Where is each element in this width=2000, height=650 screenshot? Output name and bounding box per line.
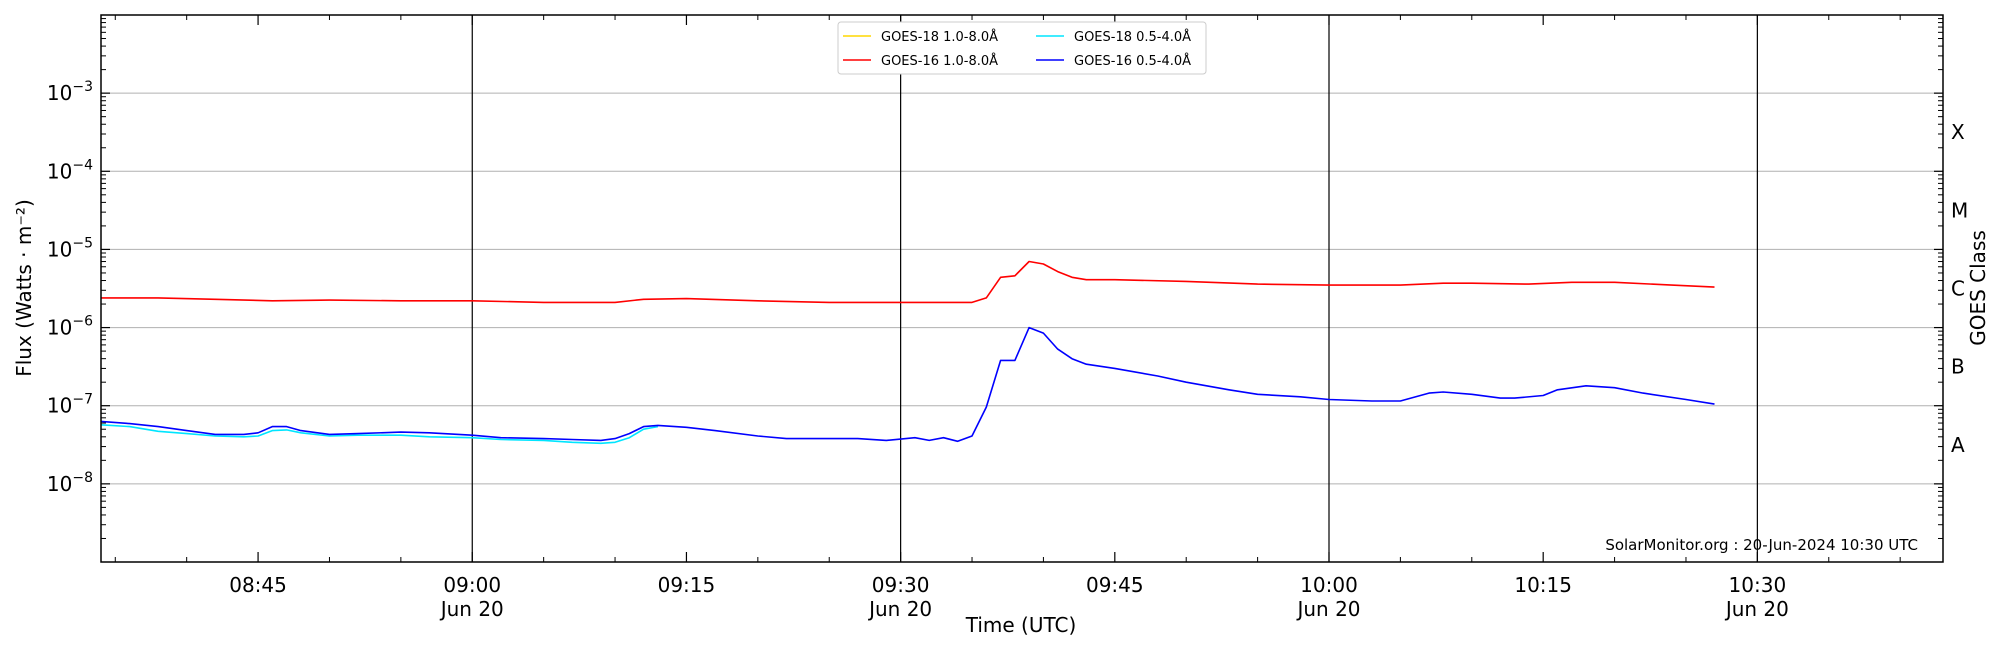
goes-class-a: A xyxy=(1951,433,1965,457)
x-tick-sublabel: Jun 20 xyxy=(1724,597,1789,621)
minor-ticks xyxy=(101,15,1943,562)
legend-label-goes18-short: GOES-18 0.5-4.0Å xyxy=(1074,29,1191,45)
legend-label-goes16-long: GOES-16 1.0-8.0Å xyxy=(881,53,998,69)
y-tick-label: 10−8 xyxy=(47,470,93,496)
goes-class-b: B xyxy=(1951,355,1965,379)
series-line-goes16-short xyxy=(100,326,1715,443)
series-lines xyxy=(100,260,1715,445)
legend-box xyxy=(837,21,1207,75)
x-tick-label: 09:15 xyxy=(658,573,716,597)
goes-class-c: C xyxy=(1951,277,1965,301)
x-axis-title: Time (UTC) xyxy=(965,613,1077,637)
x-tick-label: 09:45 xyxy=(1086,573,1144,597)
series-line-goes18-short xyxy=(100,424,659,445)
y-tick-label: 10−5 xyxy=(47,235,93,261)
y-tick-label: 10−3 xyxy=(47,79,93,105)
series-line-goes16-long xyxy=(101,260,1715,304)
y-tick-label: 10−7 xyxy=(47,392,93,418)
goes-class-title: GOES Class xyxy=(1966,230,1990,346)
x-tick-label: 09:30 xyxy=(872,573,930,597)
legend-label-goes16-short: GOES-16 0.5-4.0Å xyxy=(1074,53,1191,69)
x-tick-label: 10:30 xyxy=(1729,573,1787,597)
legend: GOES-18 1.0-8.0Å GOES-16 1.0-8.0Å GOES-1… xyxy=(837,21,1207,75)
x-tick-label: 09:00 xyxy=(443,573,501,597)
goes-class-m: M xyxy=(1951,198,1968,222)
x-tick-label: 10:15 xyxy=(1514,573,1572,597)
y-axis-ticks: 10−8 10−7 10−6 10−5 10−4 10−3 xyxy=(47,79,1943,496)
goes-class-labels: A B C M X xyxy=(1951,120,1968,457)
y-tick-label: 10−4 xyxy=(47,157,93,183)
gridlines xyxy=(101,15,1943,562)
x-tick-sublabel: Jun 20 xyxy=(439,597,504,621)
x-tick-sublabel: Jun 20 xyxy=(867,597,932,621)
plot-frame xyxy=(100,14,1944,563)
x-tick-sublabel: Jun 20 xyxy=(1295,597,1360,621)
credit-text: SolarMonitor.org : 20-Jun-2024 10:30 UTC xyxy=(1605,536,1918,554)
x-tick-label: 08:45 xyxy=(229,573,287,597)
goes-class-x: X xyxy=(1951,120,1965,144)
y-tick-label: 10−6 xyxy=(47,314,93,340)
y-axis-title: Flux (Watts · m⁻²) xyxy=(12,199,36,377)
x-tick-label: 10:00 xyxy=(1300,573,1358,597)
legend-label-goes18-long: GOES-18 1.0-8.0Å xyxy=(881,29,998,45)
